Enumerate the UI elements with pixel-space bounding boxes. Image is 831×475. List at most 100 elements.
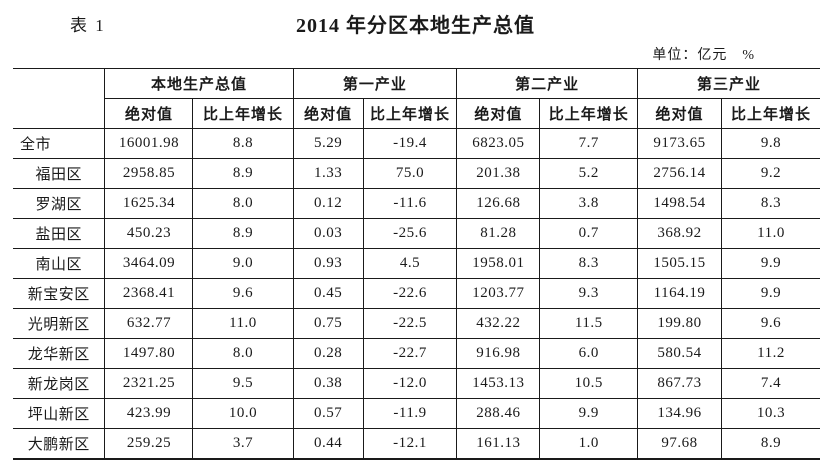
cell-secondary-growth: 3.8 (539, 188, 639, 219)
sub-header-row: 绝对值 比上年增长 绝对值 比上年增长 绝对值 比上年增长 绝对值 比上年增长 (13, 98, 820, 129)
cell-primary-growth: 4.5 (362, 248, 458, 279)
sub-header-growth: 比上年增长 (539, 98, 639, 129)
region-label: 全市 (13, 128, 106, 159)
table-header-block: 表 1 2014 年分区本地生产总值 单位：亿元 % (0, 0, 831, 68)
cell-gdp-absolute: 632.77 (104, 308, 194, 339)
cell-tertiary-growth: 8.9 (720, 428, 820, 460)
cell-gdp-absolute: 2958.85 (104, 158, 194, 189)
region-label: 龙华新区 (13, 338, 106, 369)
cell-tertiary-absolute: 199.80 (637, 308, 722, 339)
cell-primary-growth: 75.0 (362, 158, 458, 189)
cell-tertiary-growth: 10.3 (720, 398, 820, 429)
cell-secondary-growth: 11.5 (539, 308, 639, 339)
table-row: 全市 16001.98 8.8 5.29 -19.4 6823.05 7.7 9… (13, 128, 820, 159)
cell-gdp-absolute: 3464.09 (104, 248, 194, 279)
cell-primary-growth: -11.9 (362, 398, 458, 429)
cell-secondary-absolute: 916.98 (456, 338, 541, 369)
region-label: 罗湖区 (13, 188, 106, 219)
region-label: 盐田区 (13, 218, 106, 249)
table-row: 光明新区 632.77 11.0 0.75 -22.5 432.22 11.5 … (13, 308, 820, 339)
cell-secondary-absolute: 1958.01 (456, 248, 541, 279)
cell-primary-absolute: 0.75 (292, 308, 364, 339)
cell-gdp-growth: 11.0 (192, 308, 294, 339)
cell-tertiary-growth: 9.8 (720, 128, 820, 159)
cell-tertiary-absolute: 867.73 (637, 368, 722, 399)
cell-gdp-absolute: 2321.25 (104, 368, 194, 399)
cell-primary-absolute: 5.29 (292, 128, 364, 159)
group-header-secondary-industry: 第二产业 (456, 68, 639, 99)
cell-gdp-growth: 9.5 (192, 368, 294, 399)
cell-tertiary-growth: 9.9 (720, 278, 820, 309)
cell-tertiary-absolute: 9173.65 (637, 128, 722, 159)
sub-header-absolute: 绝对值 (637, 98, 722, 129)
region-label: 光明新区 (13, 308, 106, 339)
cell-gdp-growth: 9.0 (192, 248, 294, 279)
cell-secondary-absolute: 1453.13 (456, 368, 541, 399)
cell-gdp-absolute: 16001.98 (104, 128, 194, 159)
cell-tertiary-growth: 9.6 (720, 308, 820, 339)
region-label: 新宝安区 (13, 278, 106, 309)
cell-secondary-growth: 5.2 (539, 158, 639, 189)
cell-secondary-absolute: 161.13 (456, 428, 541, 460)
gdp-table: 本地生产总值 第一产业 第二产业 第三产业 绝对值 比上年增长 绝对值 比上年增… (13, 68, 820, 460)
cell-tertiary-absolute: 1498.54 (637, 188, 722, 219)
cell-tertiary-absolute: 1164.19 (637, 278, 722, 309)
cell-secondary-growth: 9.3 (539, 278, 639, 309)
cell-primary-growth: -19.4 (362, 128, 458, 159)
cell-secondary-growth: 6.0 (539, 338, 639, 369)
cell-primary-absolute: 0.44 (292, 428, 364, 460)
cell-tertiary-absolute: 97.68 (637, 428, 722, 460)
group-header-primary-industry: 第一产业 (292, 68, 458, 99)
table-row: 大鹏新区 259.25 3.7 0.44 -12.1 161.13 1.0 97… (13, 428, 820, 460)
cell-primary-absolute: 0.57 (292, 398, 364, 429)
cell-primary-absolute: 0.38 (292, 368, 364, 399)
cell-secondary-growth: 1.0 (539, 428, 639, 460)
cell-primary-absolute: 1.33 (292, 158, 364, 189)
unit-note: 单位：亿元 % (652, 48, 755, 63)
sub-header-absolute: 绝对值 (104, 98, 194, 129)
cell-gdp-growth: 8.0 (192, 188, 294, 219)
cell-tertiary-growth: 9.2 (720, 158, 820, 189)
cell-tertiary-growth: 11.0 (720, 218, 820, 249)
page-title: 2014 年分区本地生产总值 (296, 15, 535, 37)
cell-tertiary-absolute: 134.96 (637, 398, 722, 429)
cell-gdp-growth: 10.0 (192, 398, 294, 429)
cell-tertiary-growth: 7.4 (720, 368, 820, 399)
table-row: 新龙岗区 2321.25 9.5 0.38 -12.0 1453.13 10.5… (13, 368, 820, 399)
cell-tertiary-growth: 9.9 (720, 248, 820, 279)
sub-header-growth: 比上年增长 (362, 98, 458, 129)
cell-gdp-growth: 9.6 (192, 278, 294, 309)
corner-cell (13, 68, 106, 129)
cell-primary-growth: -25.6 (362, 218, 458, 249)
cell-gdp-absolute: 450.23 (104, 218, 194, 249)
region-label: 南山区 (13, 248, 106, 279)
cell-secondary-absolute: 288.46 (456, 398, 541, 429)
cell-secondary-growth: 9.9 (539, 398, 639, 429)
table-row: 盐田区 450.23 8.9 0.03 -25.6 81.28 0.7 368.… (13, 218, 820, 249)
cell-secondary-absolute: 432.22 (456, 308, 541, 339)
cell-tertiary-growth: 8.3 (720, 188, 820, 219)
table-row: 南山区 3464.09 9.0 0.93 4.5 1958.01 8.3 150… (13, 248, 820, 279)
cell-secondary-growth: 10.5 (539, 368, 639, 399)
cell-primary-absolute: 0.03 (292, 218, 364, 249)
cell-secondary-absolute: 1203.77 (456, 278, 541, 309)
table-row: 新宝安区 2368.41 9.6 0.45 -22.6 1203.77 9.3 … (13, 278, 820, 309)
cell-primary-absolute: 0.45 (292, 278, 364, 309)
cell-secondary-growth: 8.3 (539, 248, 639, 279)
cell-gdp-growth: 8.0 (192, 338, 294, 369)
cell-gdp-absolute: 423.99 (104, 398, 194, 429)
cell-secondary-growth: 0.7 (539, 218, 639, 249)
sub-header-growth: 比上年增长 (192, 98, 294, 129)
cell-primary-growth: -22.7 (362, 338, 458, 369)
cell-gdp-absolute: 259.25 (104, 428, 194, 460)
group-header-row: 本地生产总值 第一产业 第二产业 第三产业 (13, 68, 820, 129)
region-label: 新龙岗区 (13, 368, 106, 399)
cell-secondary-absolute: 201.38 (456, 158, 541, 189)
table-row: 坪山新区 423.99 10.0 0.57 -11.9 288.46 9.9 1… (13, 398, 820, 429)
cell-primary-growth: -12.0 (362, 368, 458, 399)
cell-tertiary-absolute: 2756.14 (637, 158, 722, 189)
cell-gdp-growth: 8.8 (192, 128, 294, 159)
group-header-gdp: 本地生产总值 (104, 68, 294, 99)
table-row: 罗湖区 1625.34 8.0 0.12 -11.6 126.68 3.8 14… (13, 188, 820, 219)
